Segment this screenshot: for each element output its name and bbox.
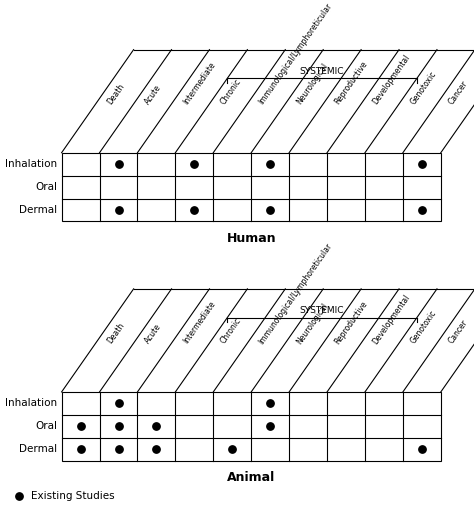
Text: SYSTEMIC: SYSTEMIC xyxy=(300,306,344,315)
Text: Developmental: Developmental xyxy=(371,293,412,346)
Point xyxy=(115,206,122,214)
Point xyxy=(153,422,160,431)
Point xyxy=(266,399,274,407)
Bar xyxy=(62,153,441,221)
Point xyxy=(115,399,122,407)
Text: Inhalation: Inhalation xyxy=(5,399,57,408)
Point xyxy=(191,206,198,214)
Text: Cancer: Cancer xyxy=(447,79,470,106)
Text: Immunological/Lymphoreticular: Immunological/Lymphoreticular xyxy=(257,241,334,346)
Point xyxy=(228,445,236,453)
Text: Developmental: Developmental xyxy=(371,53,412,106)
Point xyxy=(418,445,426,453)
Text: Chronic: Chronic xyxy=(219,317,244,346)
Point xyxy=(115,422,122,431)
Point xyxy=(266,422,274,431)
Text: Death: Death xyxy=(106,321,126,346)
Point xyxy=(77,422,84,431)
Text: SYSTEMIC: SYSTEMIC xyxy=(300,67,344,76)
Bar xyxy=(62,392,441,461)
Text: Death: Death xyxy=(106,82,126,106)
Text: Acute: Acute xyxy=(144,323,164,346)
Text: Reproductive: Reproductive xyxy=(333,60,370,106)
Text: Animal: Animal xyxy=(227,471,275,484)
Text: Neurological: Neurological xyxy=(295,62,330,106)
Text: Human: Human xyxy=(227,232,276,245)
Point xyxy=(153,445,160,453)
Point xyxy=(191,160,198,168)
Point xyxy=(266,206,274,214)
Point xyxy=(15,492,23,500)
Text: Existing Studies: Existing Studies xyxy=(31,491,114,501)
Text: Cancer: Cancer xyxy=(447,318,470,346)
Text: Chronic: Chronic xyxy=(219,77,244,106)
Text: Dermal: Dermal xyxy=(19,205,57,215)
Text: Genotoxic: Genotoxic xyxy=(409,70,438,106)
Text: Dermal: Dermal xyxy=(19,444,57,454)
Point xyxy=(115,445,122,453)
Point xyxy=(115,160,122,168)
Text: Inhalation: Inhalation xyxy=(5,159,57,169)
Text: Neurological: Neurological xyxy=(295,301,330,346)
Text: Intermediate: Intermediate xyxy=(182,300,217,346)
Point xyxy=(77,445,84,453)
Point xyxy=(266,160,274,168)
Text: Acute: Acute xyxy=(144,83,164,106)
Point xyxy=(418,160,426,168)
Text: Genotoxic: Genotoxic xyxy=(409,309,438,346)
Text: Intermediate: Intermediate xyxy=(182,61,217,106)
Point xyxy=(418,206,426,214)
Text: Oral: Oral xyxy=(35,182,57,192)
Text: Oral: Oral xyxy=(35,421,57,431)
Text: Immunological/Lymphoreticular: Immunological/Lymphoreticular xyxy=(257,2,334,106)
Text: Reproductive: Reproductive xyxy=(333,299,370,346)
